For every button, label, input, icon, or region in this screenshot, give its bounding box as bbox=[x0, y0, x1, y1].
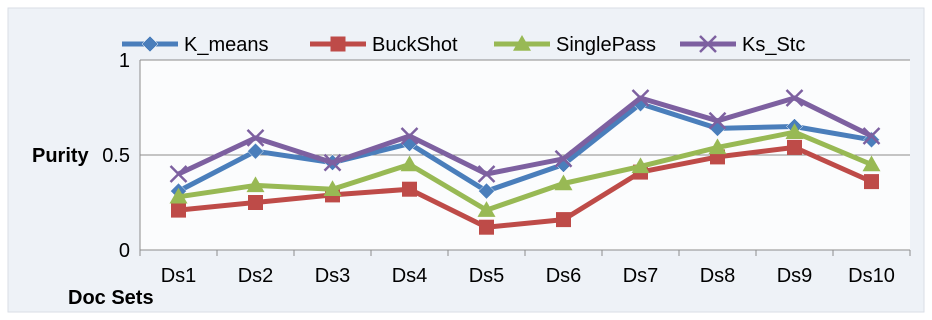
legend-item-SinglePass: SinglePass bbox=[494, 34, 656, 56]
data-point-K_means-Ds5 bbox=[478, 182, 495, 200]
data-point-Ks_Stc-Ds4-stroke-b bbox=[400, 127, 419, 145]
series-SinglePass bbox=[169, 123, 881, 217]
legend-label-SinglePass: SinglePass bbox=[556, 34, 656, 56]
data-point-Ks_Stc-Ds6-stroke-b bbox=[554, 149, 573, 168]
data-point-Ks_Stc-Ds7-stroke-b bbox=[631, 89, 650, 107]
data-point-SinglePass-Ds5 bbox=[477, 201, 496, 217]
x-tick-label-7: Ds8 bbox=[700, 265, 736, 287]
data-point-Ks_Stc-Ds3-stroke-b bbox=[323, 153, 342, 172]
data-point-SinglePass-Ds10 bbox=[862, 155, 881, 172]
x-tick-label-8: Ds9 bbox=[777, 265, 813, 287]
series-Ks_Stc bbox=[169, 89, 881, 183]
data-point-SinglePass-Ds9 bbox=[785, 123, 804, 139]
x-tick-label-3: Ds4 bbox=[392, 265, 428, 287]
data-point-BuckShot-Ds6 bbox=[556, 212, 571, 228]
data-point-Ks_Stc-Ds5-stroke-b bbox=[477, 165, 496, 183]
data-point-Ks_Stc-Ds5 bbox=[477, 165, 496, 183]
x-tick-label-5: Ds6 bbox=[546, 265, 582, 287]
series-line-BuckShot bbox=[178, 144, 873, 230]
data-point-Ks_Stc-Ds8-stroke-b bbox=[708, 111, 727, 130]
legend-label-Ks_Stc: Ks_Stc bbox=[742, 34, 805, 56]
legend-marker-Ks_Stc-stroke-b bbox=[699, 35, 717, 53]
y-tick-label-1: 0.5 bbox=[102, 145, 130, 167]
data-point-Ks_Stc-Ds9 bbox=[785, 89, 804, 107]
data-point-Ks_Stc-Ds1 bbox=[169, 165, 188, 183]
x-tick-label-0: Ds1 bbox=[161, 265, 197, 287]
data-point-SinglePass-Ds2 bbox=[246, 176, 265, 193]
legend-item-Ks_Stc: Ks_Stc bbox=[680, 34, 805, 56]
data-point-Ks_Stc-Ds2-stroke-b bbox=[246, 129, 265, 147]
data-point-BuckShot-Ds4 bbox=[402, 181, 417, 197]
x-tick-label-6: Ds7 bbox=[623, 265, 659, 287]
data-point-BuckShot-Ds1 bbox=[171, 202, 186, 218]
data-point-SinglePass-Ds7 bbox=[631, 157, 650, 174]
legend-label-BuckShot: BuckShot bbox=[372, 34, 458, 56]
data-point-Ks_Stc-Ds4 bbox=[400, 127, 419, 145]
data-point-BuckShot-Ds9 bbox=[787, 139, 802, 155]
y-axis-title: Purity bbox=[32, 145, 90, 167]
x-tick-label-2: Ds3 bbox=[315, 265, 351, 287]
legend-label-K_means: K_means bbox=[184, 34, 269, 56]
data-point-SinglePass-Ds3 bbox=[323, 180, 342, 196]
data-point-Ks_Stc-Ds10-stroke-b bbox=[862, 127, 881, 145]
data-point-BuckShot-Ds5 bbox=[479, 219, 494, 235]
series-line-SinglePass bbox=[178, 129, 873, 213]
legend-marker-K_means bbox=[141, 35, 159, 53]
data-point-SinglePass-Ds4 bbox=[400, 155, 419, 172]
series-K_means bbox=[170, 95, 880, 200]
legend-marker-Ks_Stc bbox=[699, 35, 717, 53]
legend-item-K_means: K_means bbox=[122, 34, 269, 56]
data-point-Ks_Stc-Ds9-stroke-b bbox=[785, 89, 804, 107]
legend-marker-SinglePass bbox=[513, 35, 531, 51]
legend-item-BuckShot: BuckShot bbox=[310, 34, 458, 56]
x-tick-label-9: Ds10 bbox=[848, 265, 895, 287]
legend-marker-BuckShot bbox=[330, 36, 346, 52]
data-point-BuckShot-Ds10 bbox=[864, 174, 879, 190]
x-tick-label-1: Ds2 bbox=[238, 265, 274, 287]
y-tick-label-0: 0 bbox=[119, 240, 130, 262]
x-tick-label-4: Ds5 bbox=[469, 265, 505, 287]
series-line-Ks_Stc bbox=[177, 95, 873, 177]
data-point-Ks_Stc-Ds7 bbox=[631, 89, 650, 107]
data-point-Ks_Stc-Ds2 bbox=[246, 129, 265, 147]
y-tick-label-2: 1 bbox=[119, 50, 130, 72]
data-point-Ks_Stc-Ds8 bbox=[708, 111, 727, 130]
series-line-K_means bbox=[177, 101, 872, 194]
data-point-SinglePass-Ds6 bbox=[554, 174, 573, 191]
data-point-Ks_Stc-Ds1-stroke-b bbox=[169, 165, 188, 183]
data-point-K_means-Ds2 bbox=[247, 142, 264, 160]
data-point-BuckShot-Ds2 bbox=[248, 195, 263, 210]
x-axis-title: Doc Sets bbox=[68, 287, 154, 309]
data-point-Ks_Stc-Ds3 bbox=[323, 153, 342, 172]
data-point-Ks_Stc-Ds10 bbox=[862, 127, 881, 145]
data-point-Ks_Stc-Ds6 bbox=[554, 149, 573, 168]
data-point-SinglePass-Ds1 bbox=[169, 187, 188, 204]
data-point-SinglePass-Ds8 bbox=[708, 138, 727, 155]
